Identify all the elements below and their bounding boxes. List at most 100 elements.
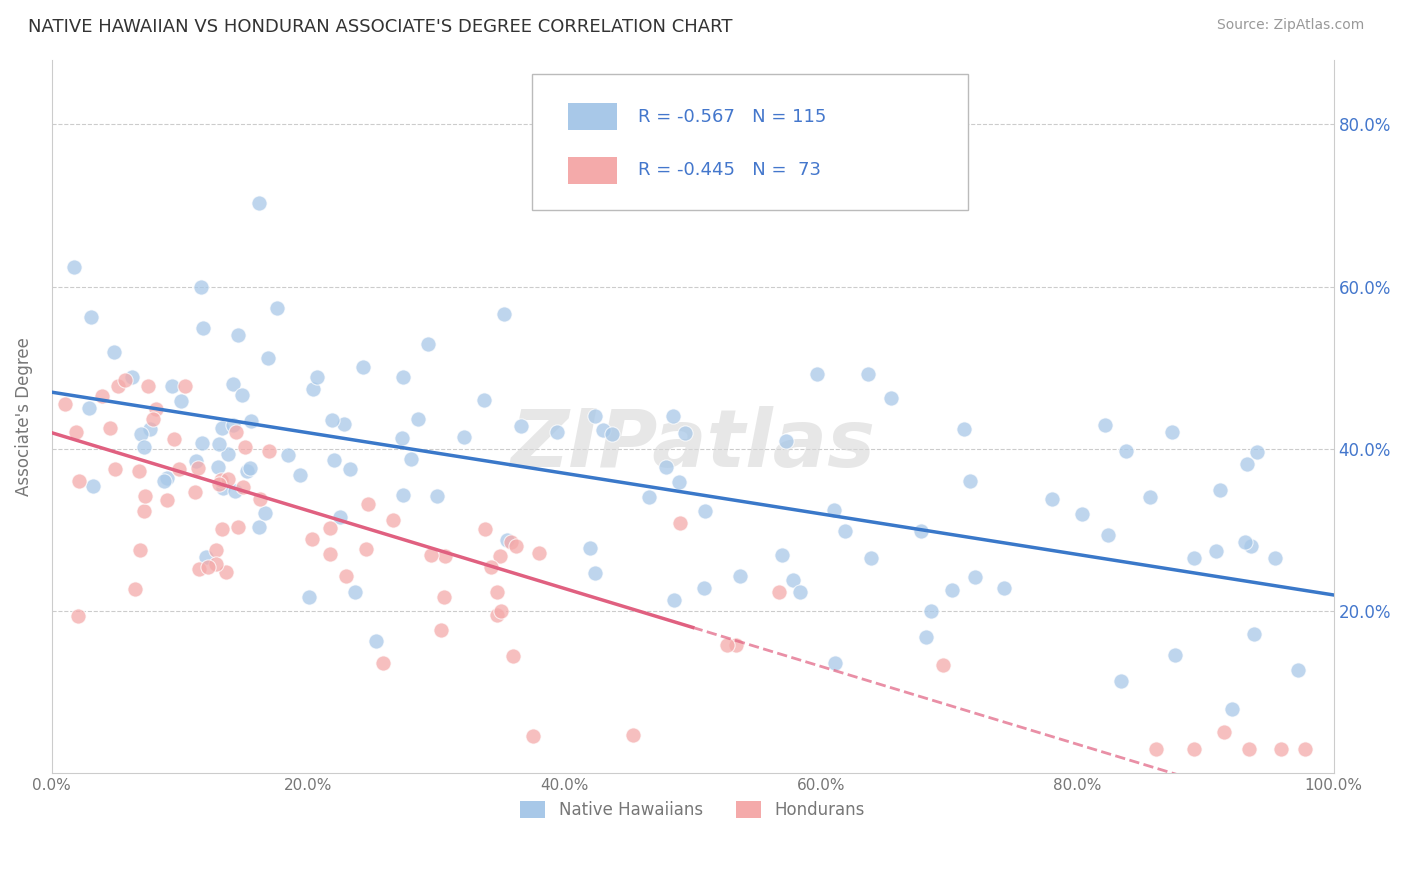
Point bbox=[941, 582, 963, 597]
Point bbox=[382, 513, 405, 527]
Point bbox=[1240, 539, 1263, 553]
Point bbox=[782, 573, 804, 587]
Point bbox=[1264, 550, 1286, 565]
Point bbox=[225, 425, 247, 439]
Point bbox=[768, 585, 790, 599]
Point bbox=[959, 474, 981, 488]
Point bbox=[169, 462, 191, 476]
Point bbox=[298, 590, 321, 604]
Point bbox=[579, 541, 602, 556]
Point bbox=[920, 604, 942, 618]
Point bbox=[217, 472, 239, 486]
Point bbox=[231, 388, 253, 402]
Point bbox=[319, 547, 342, 561]
Point bbox=[1097, 528, 1119, 542]
Point bbox=[209, 473, 232, 487]
Point bbox=[621, 728, 644, 742]
Text: R = -0.567   N = 115: R = -0.567 N = 115 bbox=[637, 108, 825, 126]
Point bbox=[860, 551, 883, 566]
Point bbox=[1236, 458, 1258, 472]
Point bbox=[806, 367, 828, 381]
Point bbox=[204, 543, 226, 558]
Point bbox=[63, 260, 86, 274]
Point bbox=[212, 481, 235, 495]
Point bbox=[1164, 648, 1187, 662]
Point bbox=[197, 560, 219, 574]
Point bbox=[65, 425, 87, 439]
Point bbox=[789, 584, 811, 599]
Text: Source: ZipAtlas.com: Source: ZipAtlas.com bbox=[1216, 18, 1364, 32]
Point bbox=[1209, 483, 1232, 498]
Point bbox=[132, 440, 155, 454]
Point bbox=[655, 459, 678, 474]
Point bbox=[114, 373, 136, 387]
Point bbox=[824, 657, 846, 671]
Point bbox=[489, 604, 512, 618]
Point bbox=[239, 461, 262, 475]
Point bbox=[662, 592, 685, 607]
Point bbox=[155, 492, 177, 507]
Point bbox=[1286, 663, 1309, 677]
Point bbox=[318, 521, 340, 535]
Point bbox=[695, 504, 717, 518]
Point bbox=[430, 623, 453, 637]
Point bbox=[134, 489, 156, 503]
Point bbox=[67, 474, 90, 488]
Point bbox=[207, 477, 229, 491]
FancyBboxPatch shape bbox=[568, 157, 617, 184]
Point bbox=[823, 502, 845, 516]
Point bbox=[993, 581, 1015, 595]
Point bbox=[675, 426, 697, 441]
Point bbox=[486, 608, 509, 623]
Text: ZIPatlas: ZIPatlas bbox=[510, 406, 875, 484]
Point bbox=[1139, 490, 1161, 504]
Point bbox=[391, 369, 413, 384]
Point bbox=[433, 590, 456, 604]
Point bbox=[489, 549, 512, 563]
Point bbox=[187, 461, 209, 475]
Point bbox=[129, 427, 152, 442]
Point bbox=[510, 419, 533, 434]
Point bbox=[228, 328, 250, 343]
Point bbox=[1234, 535, 1257, 549]
Point bbox=[583, 566, 606, 581]
Text: R = -0.445   N =  73: R = -0.445 N = 73 bbox=[637, 161, 821, 179]
Point bbox=[82, 479, 104, 493]
Point bbox=[880, 391, 903, 405]
Point bbox=[592, 423, 614, 437]
Point bbox=[1182, 551, 1205, 566]
Point bbox=[486, 585, 509, 599]
Point bbox=[232, 480, 254, 494]
Point bbox=[239, 414, 262, 428]
Point bbox=[104, 462, 127, 476]
Point bbox=[121, 370, 143, 384]
Point bbox=[184, 454, 207, 468]
Point bbox=[1115, 444, 1137, 458]
Text: NATIVE HAWAIIAN VS HONDURAN ASSOCIATE'S DEGREE CORRELATION CHART: NATIVE HAWAIIAN VS HONDURAN ASSOCIATE'S … bbox=[28, 18, 733, 36]
Point bbox=[136, 379, 159, 393]
Point bbox=[638, 490, 661, 504]
Point bbox=[953, 422, 976, 436]
Point bbox=[145, 402, 167, 417]
Point bbox=[770, 548, 793, 562]
Point bbox=[1246, 445, 1268, 459]
Point bbox=[453, 430, 475, 444]
Point bbox=[207, 459, 229, 474]
Point bbox=[142, 412, 165, 426]
Point bbox=[1243, 627, 1265, 641]
Point bbox=[332, 417, 354, 432]
Point bbox=[1161, 425, 1184, 439]
Point bbox=[222, 376, 245, 391]
Point bbox=[352, 359, 374, 374]
Point bbox=[266, 301, 288, 315]
Point bbox=[1220, 701, 1243, 715]
Point bbox=[910, 524, 932, 538]
Point bbox=[139, 422, 162, 436]
Point bbox=[418, 336, 440, 351]
Point bbox=[322, 453, 344, 467]
Point bbox=[217, 446, 239, 460]
Point bbox=[211, 421, 233, 435]
FancyBboxPatch shape bbox=[533, 74, 969, 210]
Point bbox=[669, 516, 692, 530]
Point bbox=[472, 392, 495, 407]
